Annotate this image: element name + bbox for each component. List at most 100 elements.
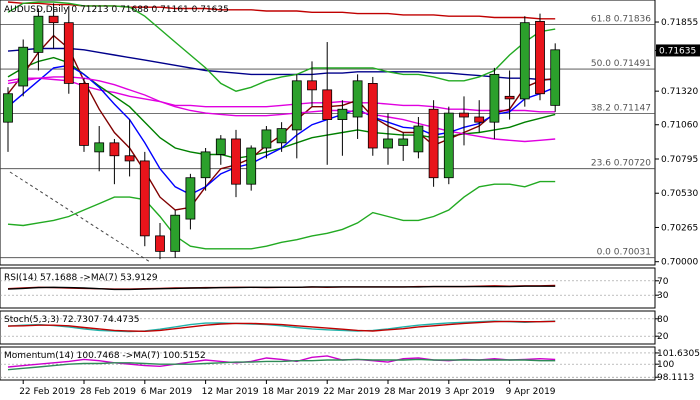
candle-body bbox=[155, 235, 165, 252]
rsi-pane: RSI(14) 57.1688 ->MA(7) 53.9129 70 30 bbox=[0, 267, 669, 309]
candle bbox=[550, 43, 561, 112]
candle-body bbox=[413, 125, 424, 153]
indicator-line bbox=[7, 285, 556, 291]
price-series-line bbox=[7, 47, 556, 81]
candle bbox=[246, 145, 257, 191]
candle-body bbox=[307, 80, 317, 91]
candles bbox=[3, 3, 561, 260]
candle bbox=[94, 126, 105, 172]
rsi-label: RSI(14) 57.1688 ->MA(7) 53.9129 bbox=[4, 273, 158, 283]
date-label: 9 Apr 2019 bbox=[506, 387, 556, 397]
candle bbox=[3, 87, 13, 152]
price-tick-label: 0.71855 bbox=[661, 18, 698, 28]
indicator-tick-label: 20 bbox=[657, 332, 669, 342]
momentum-label: Momentum(14) 100.7468 ->MA(7) 100.5152 bbox=[4, 351, 206, 361]
candle-body bbox=[535, 20, 545, 95]
candle bbox=[79, 78, 89, 152]
candle bbox=[109, 138, 120, 185]
candle-body bbox=[322, 89, 333, 120]
candle bbox=[519, 16, 530, 107]
price-tick-label: 0.70000 bbox=[661, 258, 698, 268]
candle bbox=[48, 3, 59, 49]
candle-body bbox=[550, 49, 561, 106]
candle-body bbox=[352, 80, 363, 118]
candle-body bbox=[459, 112, 469, 118]
candle bbox=[504, 70, 515, 120]
candle bbox=[307, 61, 317, 107]
fib-label: 61.8 0.71836 bbox=[591, 14, 651, 24]
candle-body bbox=[337, 108, 348, 120]
date-label: 3 Apr 2019 bbox=[445, 387, 495, 397]
candle-body bbox=[367, 83, 378, 149]
indicator-line bbox=[7, 320, 556, 333]
chart-title: AUDUSD,Daily 0.71213 0.71688 0.71161 0.7… bbox=[4, 5, 229, 15]
candle bbox=[18, 39, 29, 97]
rsi-pane-frame bbox=[0, 267, 656, 309]
indicator-tick-label: 98.1113 bbox=[657, 373, 694, 383]
candle-body bbox=[261, 129, 272, 149]
candle bbox=[367, 76, 378, 156]
indicator-tick-label: 70 bbox=[657, 277, 669, 287]
date-label: 12 Mar 2019 bbox=[202, 387, 259, 397]
candle-body bbox=[170, 214, 181, 252]
candle bbox=[322, 42, 333, 165]
fib-label: 23.6 0.70720 bbox=[591, 159, 651, 169]
stoch-pane-frame bbox=[0, 310, 656, 345]
candle-body bbox=[109, 142, 120, 157]
indicator-tick-label: 30 bbox=[657, 291, 669, 301]
candle bbox=[443, 106, 454, 185]
price-series-line bbox=[7, 180, 556, 250]
price-series-line bbox=[7, 1, 556, 92]
rsi-lines bbox=[0, 280, 655, 296]
candle bbox=[291, 74, 302, 159]
candle bbox=[459, 96, 469, 146]
indicator-line bbox=[7, 320, 556, 333]
candle bbox=[185, 173, 196, 230]
stoch-lines bbox=[0, 318, 655, 337]
candle-body bbox=[504, 95, 515, 100]
price-tick-label: 0.70530 bbox=[661, 189, 698, 199]
candle-body bbox=[383, 138, 393, 149]
indicator-tick-label: 100 bbox=[657, 360, 674, 370]
last-price-tag: 0.71635 bbox=[656, 44, 700, 57]
candle-body bbox=[124, 155, 135, 162]
stoch-pane: Stoch(5,3,3) 72.7307 74.4735 80 20 bbox=[0, 310, 669, 345]
momentum-lines bbox=[0, 352, 655, 378]
candle-body bbox=[291, 80, 302, 131]
fib-label: 50.0 0.71491 bbox=[591, 59, 651, 69]
candle-body bbox=[18, 46, 29, 87]
candle bbox=[63, 5, 74, 94]
date-label: 18 Mar 2019 bbox=[262, 387, 319, 397]
candle-body bbox=[474, 116, 485, 123]
candle bbox=[33, 8, 44, 71]
candle bbox=[215, 135, 226, 165]
candle bbox=[155, 222, 165, 260]
candle-body bbox=[139, 160, 150, 237]
stoch-axis: 80 20 bbox=[655, 315, 669, 342]
indicator-tick-label: 101.6305 bbox=[657, 349, 700, 359]
stoch-label: Stoch(5,3,3) 72.7307 74.4735 bbox=[4, 315, 139, 325]
candle-body bbox=[185, 177, 196, 220]
candle-body bbox=[398, 138, 409, 146]
candle bbox=[413, 116, 424, 159]
candle-body bbox=[3, 93, 13, 123]
candle-body bbox=[48, 15, 59, 24]
candle-body bbox=[215, 138, 226, 155]
date-label: 28 Mar 2019 bbox=[384, 387, 441, 397]
candle bbox=[535, 13, 545, 101]
candle bbox=[261, 126, 272, 159]
date-label: 22 Feb 2019 bbox=[19, 387, 75, 397]
fib-label: 0.0 0.70031 bbox=[597, 248, 651, 258]
candle-body bbox=[246, 147, 257, 185]
fib-diagonal bbox=[9, 171, 151, 263]
price-tick-label: 0.71320 bbox=[661, 87, 698, 97]
date-label: 22 Mar 2019 bbox=[323, 387, 380, 397]
candle-body bbox=[489, 73, 500, 123]
candle-body bbox=[519, 22, 530, 100]
candle-body bbox=[200, 151, 211, 179]
momentum-pane: Momentum(14) 100.7468 ->MA(7) 100.5152 1… bbox=[0, 346, 700, 383]
candle bbox=[124, 119, 135, 177]
candle bbox=[231, 129, 241, 198]
